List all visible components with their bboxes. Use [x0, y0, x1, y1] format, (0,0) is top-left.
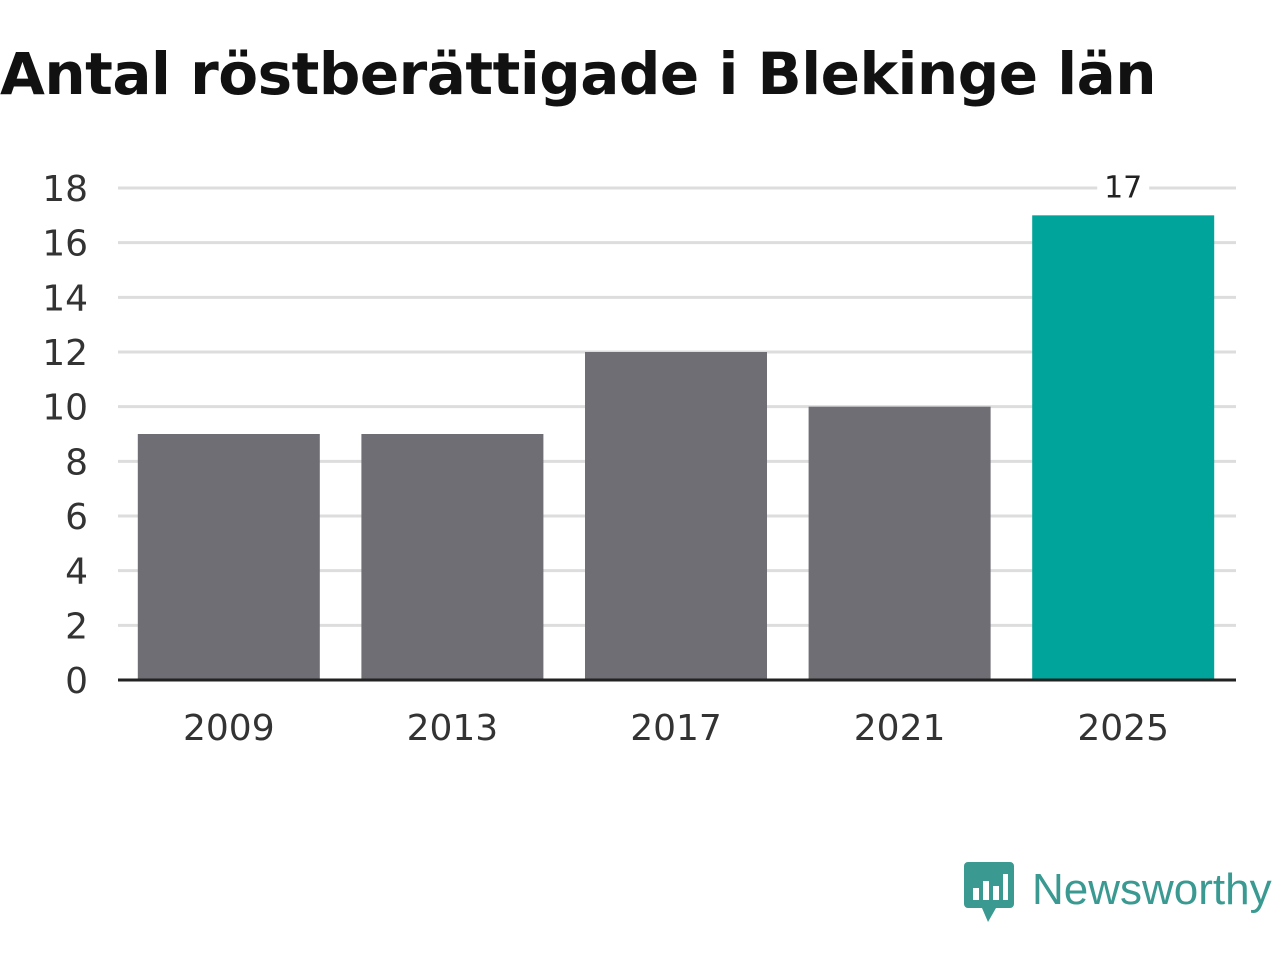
bar-2017: [585, 352, 767, 680]
bar-chart: 0 2 4 6 8 10 12 14 16 18 2009 2013 2017 2021 2025 17: [42, 169, 1236, 749]
brand-name: Newsworthy: [1032, 865, 1272, 914]
y-tick-label: 12: [42, 333, 88, 374]
y-tick-label: 16: [42, 224, 88, 265]
bar-2013: [361, 434, 544, 680]
bar-2021: [808, 406, 991, 680]
x-axis-tick-labels: 2009 2013 2017 2021 2025: [183, 708, 1169, 749]
y-axis-tick-labels: 0 2 4 6 8 10 12 14 16 18: [42, 169, 88, 702]
x-tick-label: 2025: [1077, 708, 1169, 749]
x-tick-label: 2021: [854, 708, 946, 749]
data-label-backdrop: [1097, 171, 1150, 210]
y-tick-label: 2: [65, 606, 88, 647]
bar-2025: [1032, 215, 1215, 681]
x-tick-label: 2017: [630, 708, 722, 749]
y-tick-label: 6: [65, 497, 88, 538]
bar-2009: [137, 434, 320, 680]
bars: [137, 215, 1215, 681]
x-tick-label: 2013: [407, 708, 499, 749]
x-tick-label: 2009: [183, 708, 275, 749]
chart-title: Antal röstberättigade i Blekinge län: [0, 40, 1157, 108]
data-labels: 17: [1097, 170, 1150, 210]
y-tick-label: 14: [42, 278, 88, 319]
y-tick-label: 18: [42, 169, 88, 210]
newsworthy-logo-icon: [964, 862, 1014, 922]
y-tick-label: 8: [65, 442, 88, 483]
y-tick-label: 4: [65, 552, 88, 593]
y-tick-label: 10: [42, 388, 88, 429]
y-tick-label: 0: [65, 661, 88, 702]
data-label: 17: [1104, 170, 1142, 205]
newsworthy-brand: Newsworthy: [964, 862, 1272, 926]
